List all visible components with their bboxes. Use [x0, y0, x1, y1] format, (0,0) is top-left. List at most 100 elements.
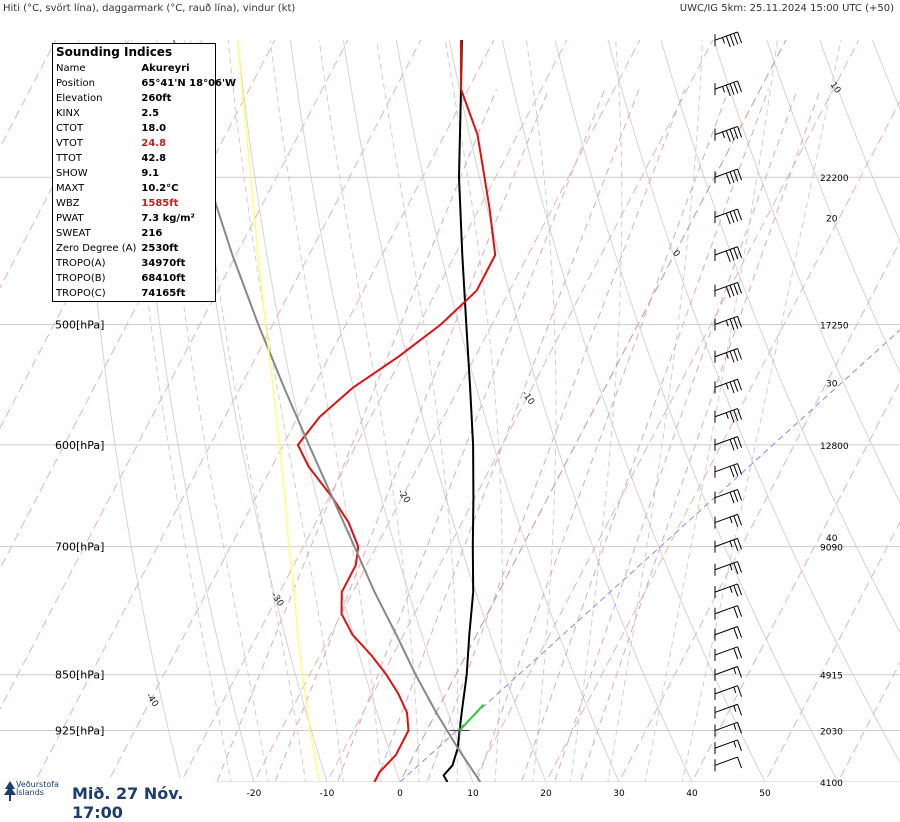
- barb-staff: [715, 437, 738, 445]
- barb-staff: [715, 464, 738, 472]
- index-value: 65°41'N 18°06'W: [138, 76, 238, 91]
- barb-feather: [738, 379, 742, 390]
- wind-barb: [715, 514, 742, 528]
- dry-adiabat: [659, 0, 900, 808]
- wind-barb-layer: [715, 0, 742, 771]
- barb-staff: [715, 489, 738, 497]
- wind-barb: [715, 627, 742, 641]
- brand-name: Veðurstofa Íslands: [16, 781, 59, 797]
- barb-feather: [730, 129, 734, 140]
- index-value: 18.0: [138, 121, 238, 136]
- barb-feather: [734, 248, 738, 259]
- barb-feather: [734, 284, 738, 295]
- barb-staff: [715, 704, 738, 712]
- index-row: TROPO(C)74165ft: [53, 286, 238, 301]
- barb-feather: [738, 584, 742, 595]
- barb-feather: [730, 492, 734, 503]
- height-label: 22200: [820, 174, 849, 184]
- barb-feather: [738, 169, 742, 180]
- pressure-label: 600[hPa]: [55, 439, 104, 452]
- barb-feather: [734, 628, 738, 639]
- temperature-line: [444, 0, 900, 782]
- index-value: 2530ft: [138, 241, 238, 256]
- wind-barb: [715, 126, 742, 141]
- barb-half-feather: [734, 724, 736, 730]
- barb-staff: [715, 740, 738, 748]
- wind-barb: [715, 584, 742, 598]
- index-value: 216: [138, 226, 238, 241]
- wind-barb: [715, 647, 742, 661]
- barb-staff: [715, 538, 738, 546]
- height-label: 9090: [820, 544, 843, 554]
- height-label: 2030: [820, 728, 843, 738]
- barb-half-feather: [726, 383, 728, 389]
- wind-barb: [715, 379, 742, 393]
- barb-feather: [734, 33, 738, 44]
- barb-half-feather: [730, 587, 732, 593]
- x-tick-label: 40: [686, 789, 698, 799]
- barb-feather: [730, 212, 734, 223]
- height-label: 12800: [820, 442, 849, 452]
- barb-half-feather: [734, 687, 736, 693]
- index-value: 9.1: [138, 166, 238, 181]
- barb-feather: [734, 465, 738, 476]
- index-value: 42.8: [138, 151, 238, 166]
- footer-bar: Veðurstofa Íslands Mið. 27 Nóv. 17:00: [0, 778, 215, 808]
- barb-feather: [730, 285, 734, 296]
- dry-adiabat: [619, 0, 900, 808]
- mixing-ratio-line: [570, 89, 821, 808]
- x-tick-label: 0: [397, 789, 403, 799]
- mixing-ratio-line: [364, 89, 639, 808]
- pressure-label: 500[hPa]: [55, 319, 104, 332]
- mixing-ratio-line: [465, 89, 729, 808]
- barb-feather: [734, 648, 738, 659]
- barb-feather: [738, 740, 742, 751]
- isotherm: [748, 0, 900, 808]
- vedurstofa-logo-icon: [4, 781, 16, 801]
- barb-staff: [715, 667, 738, 675]
- wind-barb: [715, 489, 742, 503]
- pressure-label: 700[hPa]: [55, 541, 104, 554]
- index-value: 1585ft: [138, 196, 238, 211]
- x-tick-label: -10: [320, 789, 335, 799]
- dewpoint-line: [298, 0, 734, 782]
- barb-feather: [730, 35, 734, 46]
- index-value: 260ft: [138, 91, 238, 106]
- wind-barb: [715, 32, 742, 47]
- barb-staff: [715, 757, 738, 765]
- barb-feather: [738, 464, 742, 475]
- x-tick-label: 30: [613, 789, 625, 799]
- barb-feather: [726, 173, 730, 184]
- wind-barb: [715, 757, 742, 771]
- barb-half-feather: [730, 517, 732, 523]
- barb-staff: [715, 606, 738, 614]
- barb-feather: [738, 667, 742, 678]
- wind-barb: [715, 667, 742, 681]
- index-value: 24.8: [138, 136, 238, 151]
- index-name: KINX: [53, 106, 138, 121]
- moist-adiabat: [245, 0, 383, 808]
- index-row: Zero Degree (A)2530ft: [53, 241, 238, 256]
- wind-barb: [715, 409, 742, 423]
- barb-feather: [734, 607, 738, 618]
- index-name: SWEAT: [53, 226, 138, 241]
- barb-feather: [734, 210, 738, 221]
- index-name: PWAT: [53, 211, 138, 226]
- barb-feather: [734, 318, 738, 329]
- barb-feather: [738, 757, 742, 768]
- index-name: WBZ: [53, 196, 138, 211]
- isotherm: [602, 0, 900, 808]
- barb-half-feather: [734, 741, 736, 747]
- index-row: TROPO(A)34970ft: [53, 256, 238, 271]
- barb-staff: [715, 647, 738, 655]
- dry-adiabat: [259, 0, 486, 808]
- height-label: 17250: [820, 322, 849, 332]
- index-name: TROPO(C): [53, 286, 138, 301]
